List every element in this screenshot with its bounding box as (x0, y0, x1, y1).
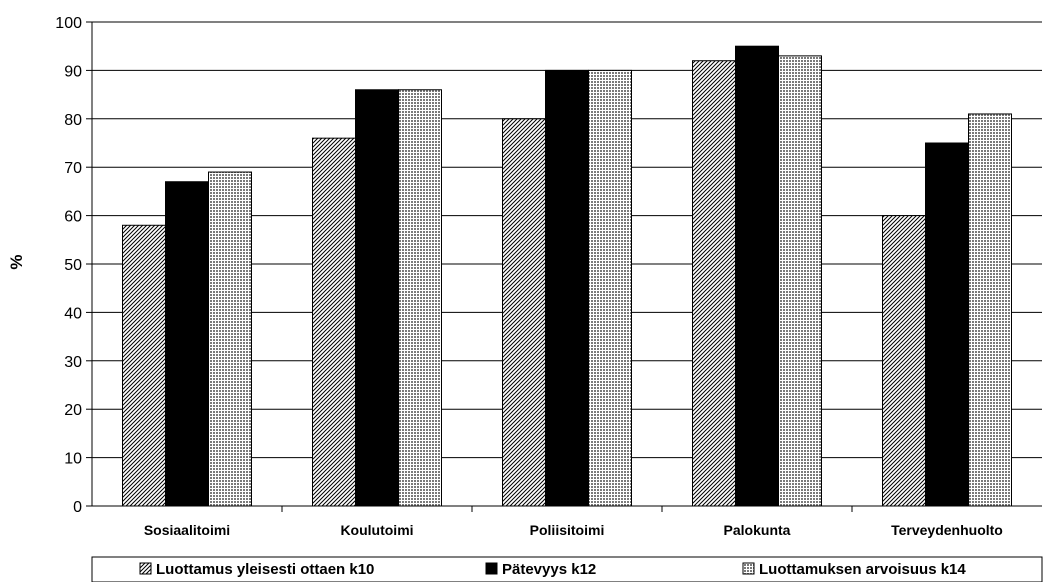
bar-2 (545, 69, 589, 507)
bar-2 (355, 89, 399, 507)
bar-3 (778, 55, 822, 507)
bar-3 (208, 171, 252, 507)
legend-swatch (742, 562, 755, 575)
bar-2 (735, 45, 779, 507)
bar-3 (588, 69, 632, 507)
bars (122, 45, 1012, 507)
bar-3 (398, 89, 442, 507)
legend: Luottamus yleisesti ottaen k10 Pätevyys k… (91, 556, 1043, 582)
y-tick-label: 60 (64, 209, 82, 226)
bar-1 (122, 224, 166, 507)
y-tick-labels: 0 10 20 30 40 50 60 70 80 90 100 (55, 15, 82, 516)
category-label: Palokunta (724, 522, 791, 538)
y-tick-label: 90 (64, 63, 82, 80)
category-label: Sosiaalitoimi (144, 522, 230, 538)
y-tick-label: 50 (64, 257, 82, 274)
y-tick-label: 80 (64, 112, 82, 129)
legend-label: Luottamuksen arvoisuus k14 (759, 561, 966, 578)
bar-1 (692, 60, 736, 507)
category-label: Koulutoimi (340, 522, 413, 538)
y-tick-label: 20 (64, 402, 82, 419)
legend-swatch (139, 562, 152, 575)
legend-label: Luottamus yleisesti ottaen k10 (156, 561, 374, 578)
y-tick-label: 40 (64, 305, 82, 322)
legend-box (91, 556, 1043, 582)
legend-swatch (485, 562, 498, 575)
axes (86, 21, 1042, 512)
y-tick-label: 100 (55, 15, 82, 32)
y-tick-label: 70 (64, 160, 82, 177)
category-label: Poliisitoimi (530, 522, 605, 538)
bar-2 (925, 142, 969, 507)
y-tick-label: 0 (73, 499, 82, 516)
y-tick-label: 30 (64, 354, 82, 371)
bar-1 (312, 137, 356, 507)
bar-3 (968, 113, 1012, 507)
bar-1 (502, 118, 546, 507)
y-axis-title: % (7, 254, 26, 269)
bar-1 (882, 215, 926, 507)
legend-label: Pätevyys k12 (502, 561, 596, 578)
y-tick-label: 10 (64, 451, 82, 468)
category-label: Terveydenhuolto (891, 522, 1003, 538)
category-labels: Sosiaalitoimi Koulutoimi Poliisitoimi Palok… (144, 522, 1003, 538)
bar-2 (165, 181, 209, 507)
